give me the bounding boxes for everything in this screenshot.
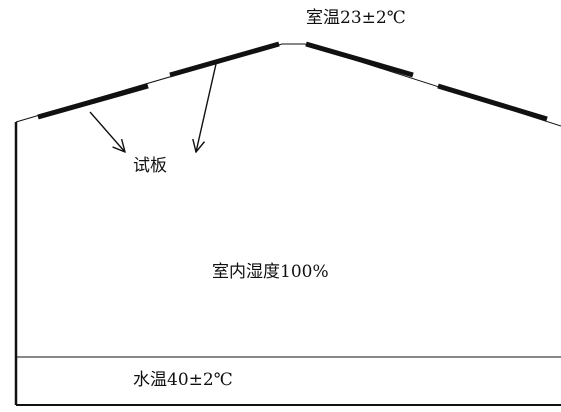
test-panel-left-1 <box>37 83 149 120</box>
arrow-to-test-panel-2 <box>196 63 217 152</box>
water-temperature-label: 水温40±2℃ <box>133 370 233 390</box>
room-temperature-label: 室温23±2℃ <box>306 8 406 28</box>
test-panel-left-2 <box>169 41 280 78</box>
chamber-roof <box>15 43 561 127</box>
test-panel-right-2 <box>437 83 548 122</box>
arrow-to-test-panel-1 <box>89 111 125 152</box>
room-humidity-label: 室内湿度100% <box>212 262 329 282</box>
test-panel-right-1 <box>305 41 414 78</box>
test-panel-label: 试板 <box>133 156 167 176</box>
